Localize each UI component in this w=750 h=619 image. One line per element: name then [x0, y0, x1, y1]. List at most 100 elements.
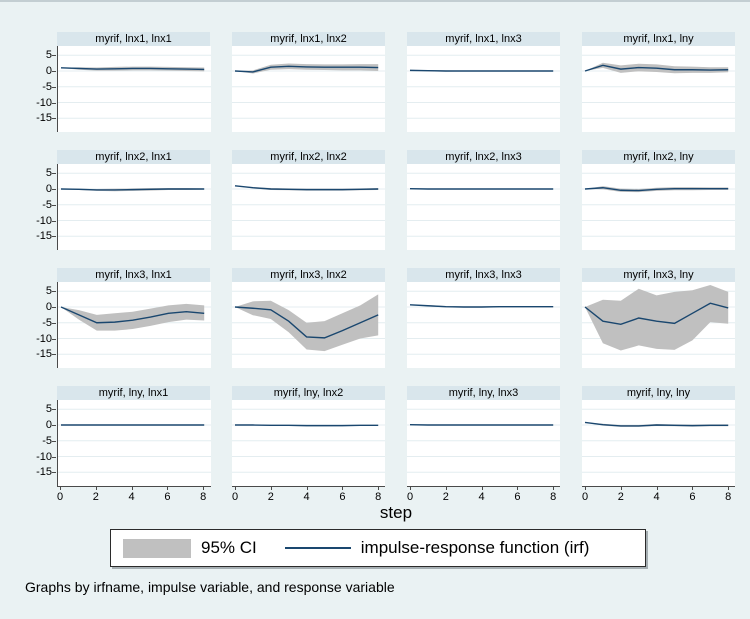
y-tick-label: -5 [42, 316, 52, 329]
irf-line [234, 185, 379, 191]
y-tick [52, 425, 56, 426]
y-tick [52, 354, 56, 356]
panel-title: myrif, lny, lnx3 [407, 386, 560, 400]
y-tick-label: -15 [36, 112, 52, 125]
panel-title: myrif, lny, lnx1 [57, 386, 210, 400]
y-tick-label: -15 [36, 466, 52, 479]
x-tick-label: 6 [339, 491, 346, 503]
irf-line [234, 306, 379, 339]
y-tick [52, 220, 56, 222]
x-tick [167, 486, 169, 490]
y-tick [52, 173, 56, 175]
irf-panel: myrif, lnx3, lnx1 5 0 -5 -10 -15 [36, 268, 211, 368]
x-tick [342, 486, 344, 490]
irf-panel: myrif, lny, lnx1 5 0 -5 -10 -15 0 2 4 6 8 [36, 386, 211, 503]
plot-area [407, 282, 560, 368]
y-tick-label: -5 [42, 80, 52, 93]
y-tick-label: 0 [45, 65, 52, 77]
y-tick [52, 307, 56, 308]
y-tick-label: 5 [45, 49, 52, 62]
x-tick [378, 486, 380, 490]
y-tick-label: -10 [36, 332, 52, 345]
irf-panel: myrif, lnx1, lnx2 [232, 32, 385, 132]
panel-title: myrif, lnx3, lnx1 [57, 268, 210, 282]
panel-title: myrif, lny, lnx2 [232, 386, 385, 400]
y-tick-label: -10 [36, 450, 52, 463]
plot-area [57, 400, 211, 487]
plot-area [57, 46, 211, 132]
y-tick [52, 55, 56, 57]
y-tick-label: -15 [36, 230, 52, 243]
irf-panel: myrif, lnx2, lny [582, 150, 735, 250]
y-tick-label: 5 [45, 403, 52, 416]
panel-title: myrif, lnx3, lny [582, 268, 735, 282]
x-tick [481, 486, 483, 490]
plot-area [407, 164, 560, 250]
irf-panel: myrif, lnx3, lnx3 [407, 268, 560, 368]
x-tick-label: 2 [92, 491, 99, 503]
y-tick-label: -5 [42, 434, 52, 447]
irf-panel: myrif, lnx3, lnx2 [232, 268, 385, 368]
plot-area [232, 400, 385, 487]
plot-area [582, 46, 735, 132]
plot-area [232, 46, 385, 132]
x-tick-label: 8 [550, 491, 557, 503]
irf-line [60, 306, 205, 324]
y-tick [52, 204, 56, 206]
y-tick-label: 0 [45, 183, 52, 195]
x-tick-label: 0 [231, 491, 239, 503]
x-axis-title: step [379, 503, 413, 522]
irf-legend-label: impulse-response function (irf) [360, 538, 590, 557]
x-tick [445, 486, 447, 490]
plot-area [407, 400, 560, 487]
irf-line-sample [284, 546, 351, 550]
irf-line [234, 65, 379, 73]
panel-title: myrif, lnx3, lnx3 [407, 268, 560, 282]
panel-title: myrif, lnx1, lnx1 [57, 32, 210, 46]
x-tick [692, 486, 694, 490]
y-tick [52, 338, 56, 340]
x-tick [203, 486, 205, 490]
irf-panel: myrif, lnx1, lnx3 [407, 32, 560, 132]
irf-panel: myrif, lny, lnx3 0 2 4 6 8 [407, 386, 560, 503]
panel-title: myrif, lnx3, lnx2 [232, 268, 385, 282]
x-tick [131, 486, 133, 490]
plot-area [57, 282, 211, 368]
plot-area [407, 46, 560, 132]
panel-title: myrif, lnx2, lnx3 [407, 150, 560, 164]
irf-line [235, 424, 379, 427]
panel-title: myrif, lnx1, lnx2 [232, 32, 385, 46]
irf-line [584, 302, 729, 326]
x-tick [585, 486, 586, 490]
irf-panel: myrif, lnx1, lny [582, 32, 735, 132]
irf-panel: myrif, lny, lnx2 0 2 4 6 8 [232, 386, 385, 503]
x-tick [306, 486, 308, 490]
x-tick [656, 486, 658, 490]
x-tick [553, 486, 555, 490]
y-tick [52, 102, 56, 104]
y-tick-label: 5 [45, 285, 52, 298]
legend: 95% CI impulse-response function (irf) [110, 529, 646, 567]
x-tick-label: 6 [514, 491, 521, 503]
y-tick-label: 5 [45, 167, 52, 180]
x-tick-label: 4 [303, 491, 310, 503]
x-tick-label: 8 [375, 491, 382, 503]
y-tick [52, 409, 56, 411]
panel-title: myrif, lnx2, lnx2 [232, 150, 385, 164]
panel-title: myrif, lnx2, lny [582, 150, 735, 164]
x-tick-label: 0 [581, 491, 589, 503]
panel-title: myrif, lnx1, lny [582, 32, 735, 46]
ci-band [61, 303, 205, 331]
x-tick-label: 6 [164, 491, 171, 503]
x-tick-label: 8 [200, 491, 207, 503]
irf-panel: myrif, lny, lny 0 2 4 6 8 [582, 386, 735, 503]
irf-line [584, 187, 729, 192]
y-tick-label: -10 [36, 96, 52, 109]
x-tick-label: 2 [617, 491, 624, 503]
x-tick [728, 486, 730, 490]
irf-panel: myrif, lnx1, lnx1 5 0 -5 -10 -15 [36, 32, 211, 132]
y-tick [52, 71, 56, 72]
irf-panel: myrif, lnx2, lnx2 [232, 150, 385, 250]
x-tick-label: 4 [653, 491, 660, 503]
x-tick [517, 486, 519, 490]
